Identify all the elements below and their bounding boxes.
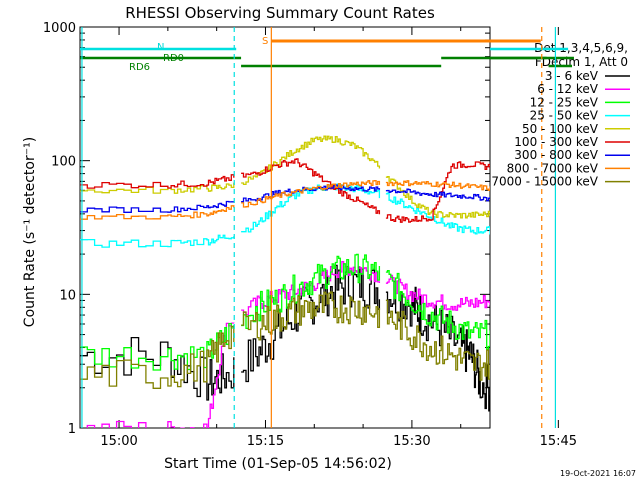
series-line-7 bbox=[241, 180, 381, 208]
y-axis-label: Count Rate (s⁻¹ detector⁻¹) bbox=[22, 137, 38, 327]
y-tick-label-3: 1000 bbox=[43, 21, 76, 36]
legend-label-4: 50 - 100 keV bbox=[522, 122, 599, 136]
series-line-6 bbox=[80, 200, 235, 213]
status-label-n: N bbox=[157, 42, 164, 53]
x-tick-label-0: 15:00 bbox=[100, 434, 137, 449]
legend-header-1: Det 1,3,4,5,6,9, bbox=[534, 41, 628, 55]
series-line-8 bbox=[241, 291, 381, 341]
footer-date: 19-Oct-2021 16:07 bbox=[560, 469, 636, 478]
status-label-s: S bbox=[262, 36, 268, 47]
x-tick-label-2: 15:30 bbox=[393, 434, 430, 449]
series-line-7 bbox=[385, 180, 490, 192]
series-line-3 bbox=[385, 192, 490, 235]
series-line-2 bbox=[385, 270, 490, 350]
series-line-3 bbox=[241, 183, 381, 233]
series-line-3 bbox=[80, 234, 235, 248]
series-line-1 bbox=[385, 274, 490, 311]
series-line-0 bbox=[80, 336, 235, 401]
y-tick-label-2: 100 bbox=[51, 155, 76, 170]
y-tick-label-1: 10 bbox=[59, 288, 76, 303]
series-line-7 bbox=[80, 205, 235, 220]
series-2 bbox=[80, 253, 490, 371]
legend-label-7: 800 - 7000 keV bbox=[507, 161, 599, 175]
legend-label-6: 300 - 800 keV bbox=[514, 148, 598, 162]
legend-label-8: 7000 - 15000 keV bbox=[491, 175, 598, 189]
series-line-5 bbox=[241, 158, 381, 215]
legend-label-5: 100 - 300 keV bbox=[514, 135, 598, 149]
status-label-rd6: RD6 bbox=[129, 62, 150, 73]
series-line-1 bbox=[86, 322, 235, 428]
legend-label-3: 25 - 50 keV bbox=[530, 109, 599, 123]
legend-label-2: 12 - 25 keV bbox=[530, 95, 599, 109]
y-tick-label-0: 1 bbox=[68, 422, 76, 437]
series-line-4 bbox=[80, 182, 235, 194]
plot-frame bbox=[79, 26, 491, 429]
series-7 bbox=[80, 180, 490, 220]
series-line-2 bbox=[241, 253, 381, 330]
x-tick-label-3: 15:45 bbox=[540, 434, 577, 449]
series-line-5 bbox=[80, 174, 235, 189]
legend-label-0: 3 - 6 keV bbox=[545, 69, 599, 83]
x-tick-label-1: 15:15 bbox=[247, 434, 284, 449]
series-5 bbox=[80, 158, 490, 223]
chart-title: RHESSI Observing Summary Count Rates bbox=[125, 4, 435, 22]
series-line-0 bbox=[385, 280, 490, 412]
legend-label-1: 6 - 12 keV bbox=[537, 82, 599, 96]
series-8 bbox=[80, 291, 490, 389]
series-line-5 bbox=[385, 161, 490, 223]
series-line-8 bbox=[80, 325, 235, 389]
series-line-6 bbox=[385, 188, 490, 202]
series-line-8 bbox=[385, 299, 490, 381]
x-axis-label: Start Time (01-Sep-05 14:56:02) bbox=[164, 456, 392, 472]
series-line-4 bbox=[241, 135, 381, 186]
series-line-2 bbox=[80, 322, 235, 371]
